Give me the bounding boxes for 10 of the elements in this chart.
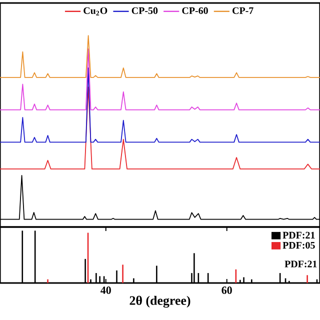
annotation: PDF:21 [284, 260, 317, 268]
legend-label: CP-7 [232, 7, 254, 14]
x-tick-label: 60 [222, 286, 232, 294]
legend-label: CP-50 [132, 7, 158, 14]
legend-label: CP-60 [182, 7, 208, 14]
legend-label: PDF:21 [282, 232, 315, 239]
legend-label: PDF:05 [282, 242, 315, 249]
x-axis-title: 2θ (degree) [130, 296, 190, 308]
x-tick-label: 40 [100, 286, 111, 294]
legend-label: Cu$_{2}$O [84, 7, 108, 16]
